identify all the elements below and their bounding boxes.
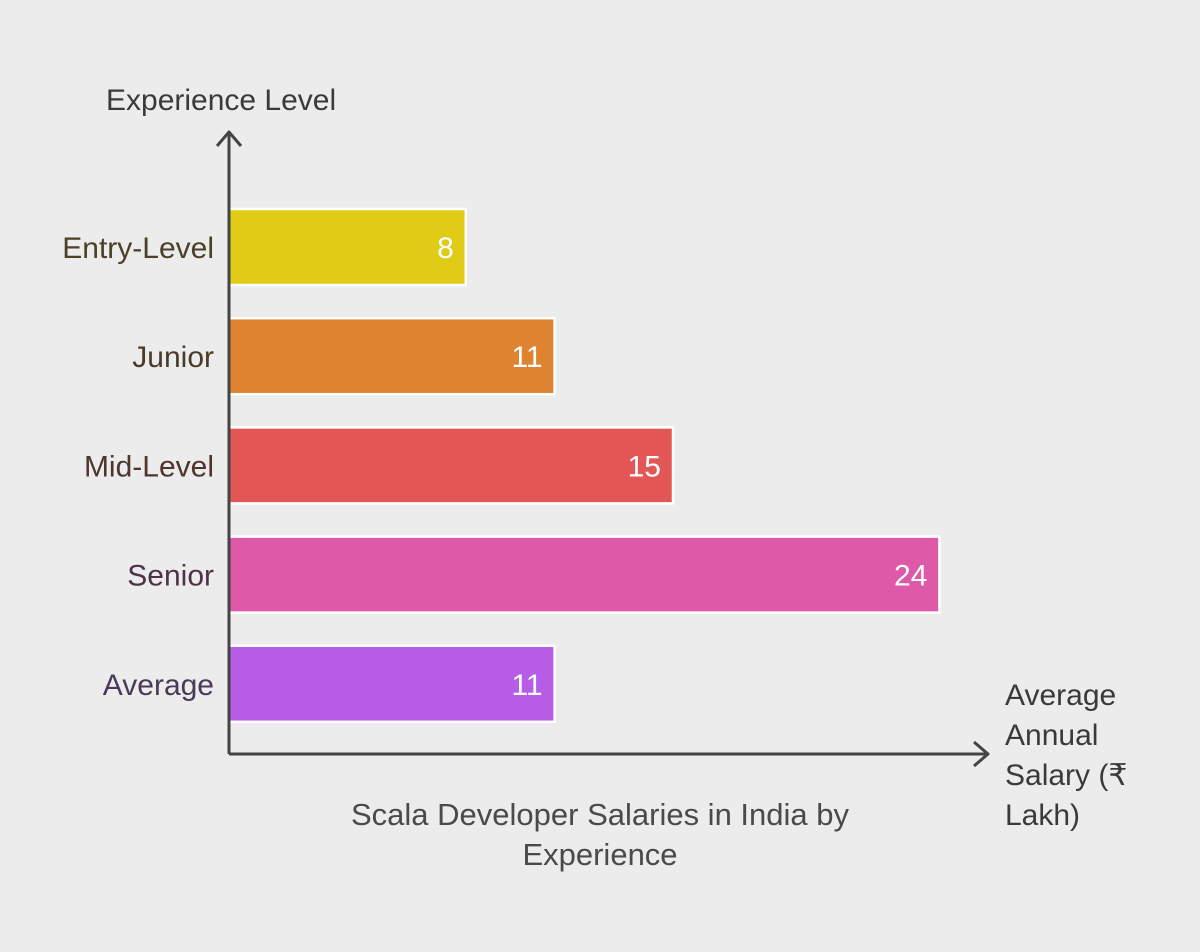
y-axis-arrow [215, 130, 243, 147]
bar-value-label: 11 [511, 669, 542, 702]
bar-value-label: 24 [894, 560, 927, 593]
y-axis-title-text: Experience Level [106, 84, 336, 117]
category-label: Mid-Level [84, 450, 214, 483]
chart-title-text: Scala Developer Salaries in India by Expe… [351, 797, 849, 872]
bar-value-label: 11 [511, 341, 542, 374]
category-label: Junior [132, 341, 214, 374]
y-axis-title: Experience Level [106, 84, 336, 117]
text-line: Average [1005, 679, 1116, 712]
x-axis-arrow [973, 740, 990, 768]
text-line: Annual [1005, 719, 1098, 752]
category-label: Entry-Level [62, 232, 214, 265]
bar-value-label: 15 [628, 450, 661, 483]
x-axis-title-text: Average Annual Salary (₹ Lakh) [1005, 679, 1127, 832]
bar-average [227, 644, 556, 724]
bar-value-label: 8 [437, 232, 454, 265]
text-line: Experience [522, 837, 677, 872]
axes [215, 130, 990, 768]
text-line: Scala Developer Salaries in India by [351, 797, 849, 832]
category-label: Average [103, 669, 214, 702]
category-labels: Entry-Level Junior Mid-Level Senior Average [62, 232, 214, 702]
x-axis-title: Average Annual Salary (₹ Lakh) [1005, 679, 1127, 832]
text-line: Salary (₹ [1005, 759, 1127, 792]
bar-entry-level [227, 207, 468, 287]
chart-caption: Scala Developer Salaries in India by Expe… [351, 797, 849, 872]
text-line: Lakh) [1005, 799, 1080, 832]
bar-senior [227, 535, 941, 614]
value-labels: 8 11 15 24 11 [437, 232, 927, 702]
bars-layer [227, 207, 941, 724]
bar-mid-level [227, 426, 675, 505]
category-label: Senior [127, 560, 214, 593]
bar-junior [227, 316, 556, 396]
